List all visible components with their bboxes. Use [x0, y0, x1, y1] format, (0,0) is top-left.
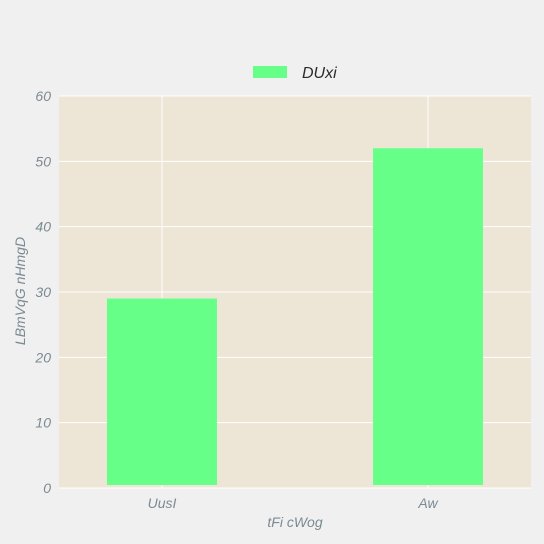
y-axis-title: LBmVqG nHmgD — [12, 237, 28, 345]
x-axis-ticks: UusI Aw — [148, 495, 439, 511]
y-tick-label: 50 — [35, 153, 51, 169]
legend: DUxi — [253, 65, 337, 82]
x-tick-label: UusI — [148, 495, 177, 511]
y-tick-label: 10 — [35, 415, 51, 431]
bar — [107, 298, 217, 485]
bar — [373, 148, 483, 485]
bars — [107, 148, 483, 485]
y-tick-label: 60 — [35, 88, 51, 104]
y-tick-label: 40 — [35, 219, 51, 235]
legend-swatch — [253, 66, 287, 78]
y-tick-label: 0 — [43, 480, 51, 496]
legend-label: DUxi — [302, 65, 337, 82]
y-tick-label: 20 — [34, 349, 51, 365]
y-axis-ticks: 0 10 20 30 40 50 60 — [34, 88, 51, 496]
x-axis-title: tFi cWog — [267, 514, 322, 530]
x-tick-label: Aw — [417, 495, 438, 511]
y-tick-label: 30 — [35, 284, 51, 300]
